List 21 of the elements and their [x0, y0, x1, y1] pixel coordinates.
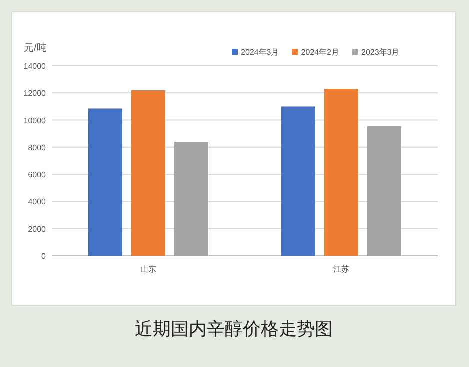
legend-label: 2023年3月	[362, 48, 400, 57]
y-tick-label: 2000	[28, 224, 47, 234]
y-axis-title: 元/吨	[24, 42, 47, 54]
bar	[282, 106, 316, 256]
x-tick-label: 山东	[140, 265, 156, 274]
text: 近期国内辛醇价格走势图	[135, 319, 333, 339]
bar	[132, 90, 166, 256]
bar	[88, 108, 122, 256]
y-tick-label: 6000	[28, 170, 47, 180]
bar	[368, 126, 402, 256]
y-tick-label: 4000	[28, 198, 47, 207]
y-tick-label: 8000	[28, 143, 47, 152]
y-tick-label: 10000	[24, 116, 47, 126]
y-tick-label: 14000	[24, 62, 47, 71]
bar	[174, 142, 208, 256]
y-tick-label: 12000	[24, 89, 47, 98]
legend-label: 2024年3月	[241, 48, 280, 57]
legend-label: 2024年2月	[301, 48, 340, 57]
bar	[324, 89, 358, 256]
x-tick-label: 江苏	[334, 265, 350, 274]
y-tick-label: 0	[42, 252, 47, 261]
